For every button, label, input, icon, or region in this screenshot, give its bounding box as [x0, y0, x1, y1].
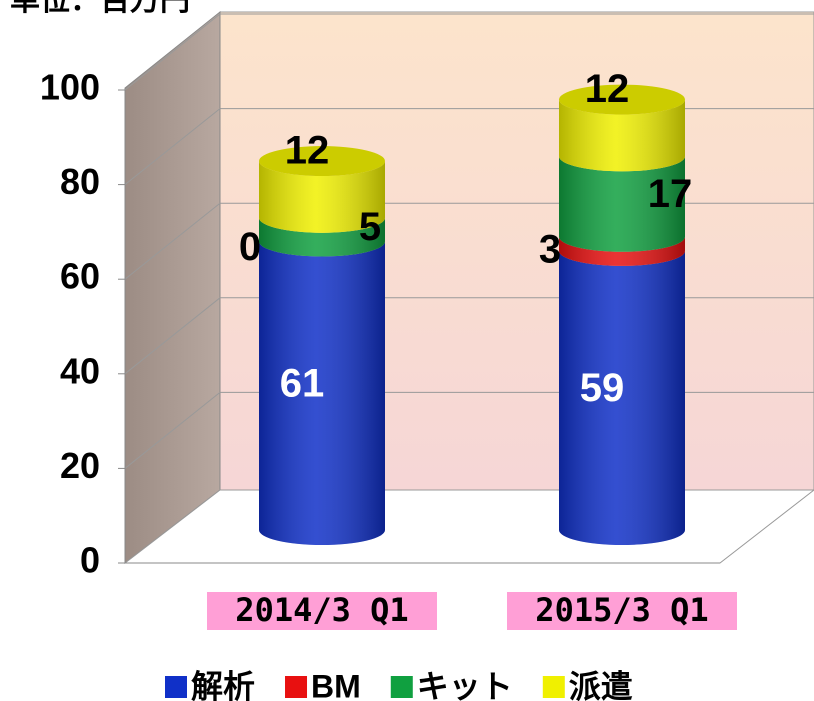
cylinder-shade — [559, 99, 685, 172]
data-label: 61 — [280, 361, 325, 405]
legend-label: キット — [417, 668, 513, 701]
data-label: 3 — [539, 227, 561, 271]
cylinder-shade — [559, 250, 685, 545]
y-tick-label: 60 — [60, 256, 100, 297]
legend-label: BM — [311, 668, 361, 701]
data-label: 0 — [239, 225, 261, 269]
x-tick-label: 2014/3 Q1 — [235, 591, 408, 629]
floor — [123, 489, 814, 564]
data-label: 17 — [648, 172, 693, 216]
side-wall — [124, 10, 221, 565]
legend-swatch — [285, 676, 308, 698]
legend-swatch — [390, 676, 413, 698]
y-tick-label: 0 — [80, 540, 100, 581]
y-tick-label: 20 — [60, 445, 100, 486]
unit-label: 単位：百万円 — [10, 0, 190, 17]
data-label: 59 — [580, 366, 625, 410]
cylinder-shade — [559, 156, 685, 252]
cylinder-top — [259, 146, 385, 177]
data-label: 12 — [285, 129, 330, 173]
legend-label: 解析 — [191, 668, 255, 701]
category-bg — [207, 592, 437, 630]
category-bg — [507, 592, 737, 630]
grid-line — [124, 13, 814, 91]
x-tick-label: 2015/3 Q1 — [535, 591, 708, 629]
cylinder-shade — [259, 217, 385, 257]
cylinder-top — [559, 84, 685, 115]
y-tick-label: 80 — [60, 161, 100, 202]
data-label: 12 — [585, 67, 630, 111]
y-tick-label: 100 — [40, 67, 100, 108]
legend-swatch — [542, 676, 565, 698]
cylinder-shade — [259, 161, 385, 233]
legend-swatch — [165, 676, 187, 698]
legend-label: 派遣 — [569, 668, 633, 701]
cylinder-shade — [259, 241, 385, 545]
data-label: 5 — [359, 205, 381, 249]
cylinder-shade — [559, 236, 685, 266]
y-tick-label: 40 — [60, 350, 100, 391]
